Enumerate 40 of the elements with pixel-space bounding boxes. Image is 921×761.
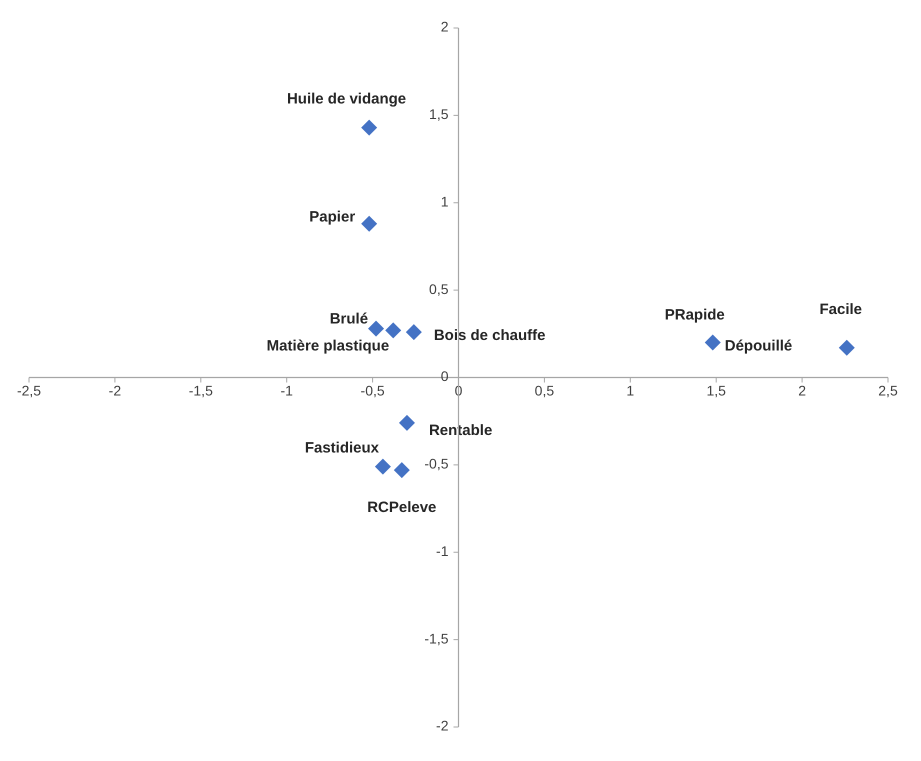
y-tick-label: -1,5 xyxy=(424,630,449,646)
x-tick-label: 2,5 xyxy=(878,382,898,398)
annotation: Papier xyxy=(309,208,356,226)
x-tick-label: -2,5 xyxy=(16,382,42,398)
annotation: Brulé xyxy=(330,310,368,328)
annotation: Bois de chauffe xyxy=(434,327,546,344)
y-tick-label: 1,5 xyxy=(429,106,449,122)
point xyxy=(394,462,410,478)
y-tick-label: -2 xyxy=(436,718,449,734)
point xyxy=(704,334,721,351)
y-tick-label: 0,5 xyxy=(429,280,449,297)
annotation: RCPeleve xyxy=(367,499,436,516)
y-tick-label: -1 xyxy=(436,542,449,559)
annotation: Dépouillé xyxy=(724,338,792,355)
annotation: Huile de vidange xyxy=(286,90,406,108)
x-tick-label: -2 xyxy=(108,382,122,398)
point xyxy=(368,320,384,337)
annotation: PRapide xyxy=(664,306,725,324)
point xyxy=(406,324,422,340)
y-tick-label: 1 xyxy=(440,193,449,210)
point xyxy=(361,216,378,232)
x-tick-label: 1,5 xyxy=(706,382,726,398)
y-tick-label: 0 xyxy=(440,368,449,384)
x-tick-label: -1 xyxy=(280,382,294,398)
point xyxy=(361,120,378,136)
point xyxy=(838,340,855,356)
annotation: Rentable xyxy=(428,422,492,439)
y-tick-label: -0,5 xyxy=(424,456,449,472)
point xyxy=(385,322,402,338)
point xyxy=(374,458,391,475)
x-tick-label: 0,5 xyxy=(534,382,554,398)
x-tick-label: -1,5 xyxy=(188,382,214,398)
point xyxy=(398,414,415,431)
x-tick-label: 2 xyxy=(798,382,806,398)
y-tick-label: 2 xyxy=(440,18,449,35)
annotation: Fastidieux xyxy=(304,440,380,457)
x-tick-label: 1 xyxy=(626,382,634,398)
x-tick-label: -0,5 xyxy=(360,382,385,398)
annotation: Facile xyxy=(820,300,862,318)
annotation: Matière plastique xyxy=(266,337,390,354)
